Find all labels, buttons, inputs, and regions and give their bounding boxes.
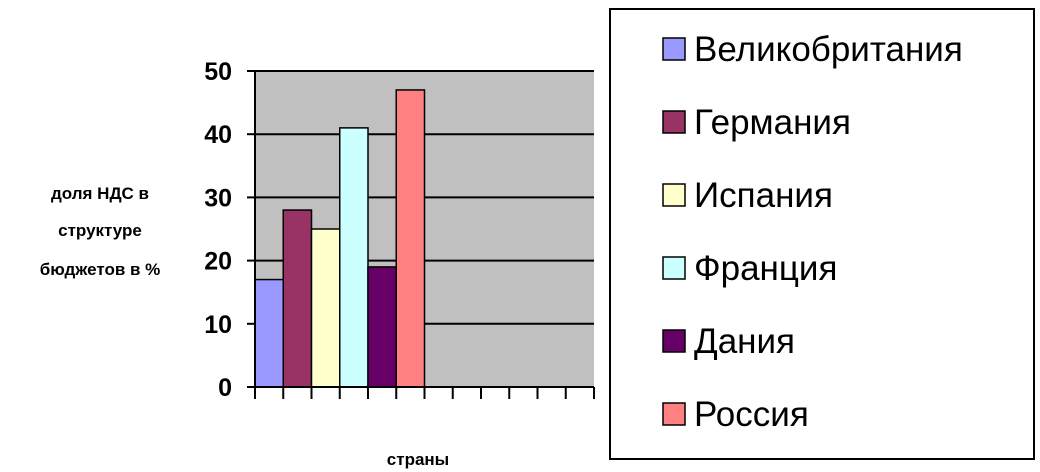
legend-label: Франция xyxy=(694,249,837,288)
legend-item: Великобритания xyxy=(662,30,963,69)
legend-item: Франция xyxy=(662,249,837,288)
legend-swatch xyxy=(662,402,686,426)
legend-frame xyxy=(609,8,1035,460)
axes xyxy=(247,70,595,399)
legend-item: Дания xyxy=(662,322,795,361)
bar xyxy=(282,209,313,388)
legend-item: Германия xyxy=(662,103,851,142)
y-axis-title-line-2: структуре xyxy=(58,221,142,240)
legend-swatch xyxy=(662,110,686,134)
legend-swatch xyxy=(662,37,686,61)
bar xyxy=(367,266,397,388)
y-axis-title-line-1: доля НДС в xyxy=(51,184,149,203)
legend-item: Испания xyxy=(662,176,833,215)
bar xyxy=(254,278,284,388)
legend-label: Дания xyxy=(694,322,795,361)
y-tick-label: 10 xyxy=(204,311,232,339)
legend-label: Испания xyxy=(694,176,833,215)
legend-swatch xyxy=(662,183,686,207)
y-tick-label: 30 xyxy=(204,184,232,212)
y-tick-label: 40 xyxy=(204,121,232,149)
legend: Великобритания Германия Испания Франция Дани… xyxy=(662,30,963,434)
y-tick-labels: 0 10 20 30 40 50 xyxy=(204,58,232,402)
bar xyxy=(339,127,369,388)
bar xyxy=(310,228,341,388)
x-axis-title: страны xyxy=(387,450,449,469)
y-tick-label: 0 xyxy=(218,374,232,402)
legend-swatch xyxy=(662,256,686,280)
bar xyxy=(395,89,426,388)
legend-label: Германия xyxy=(694,103,851,142)
legend-swatch xyxy=(662,329,686,353)
y-axis-title-line-3: бюджетов в % xyxy=(40,260,161,279)
legend-label: Россия xyxy=(694,395,809,434)
y-tick-label: 50 xyxy=(204,58,232,86)
legend-label: Великобритания xyxy=(694,30,963,69)
y-tick-label: 20 xyxy=(204,248,232,276)
bars xyxy=(254,89,426,388)
y-axis-title: доля НДС в структуре бюджетов в % xyxy=(40,184,161,279)
legend-item: Россия xyxy=(662,395,809,434)
